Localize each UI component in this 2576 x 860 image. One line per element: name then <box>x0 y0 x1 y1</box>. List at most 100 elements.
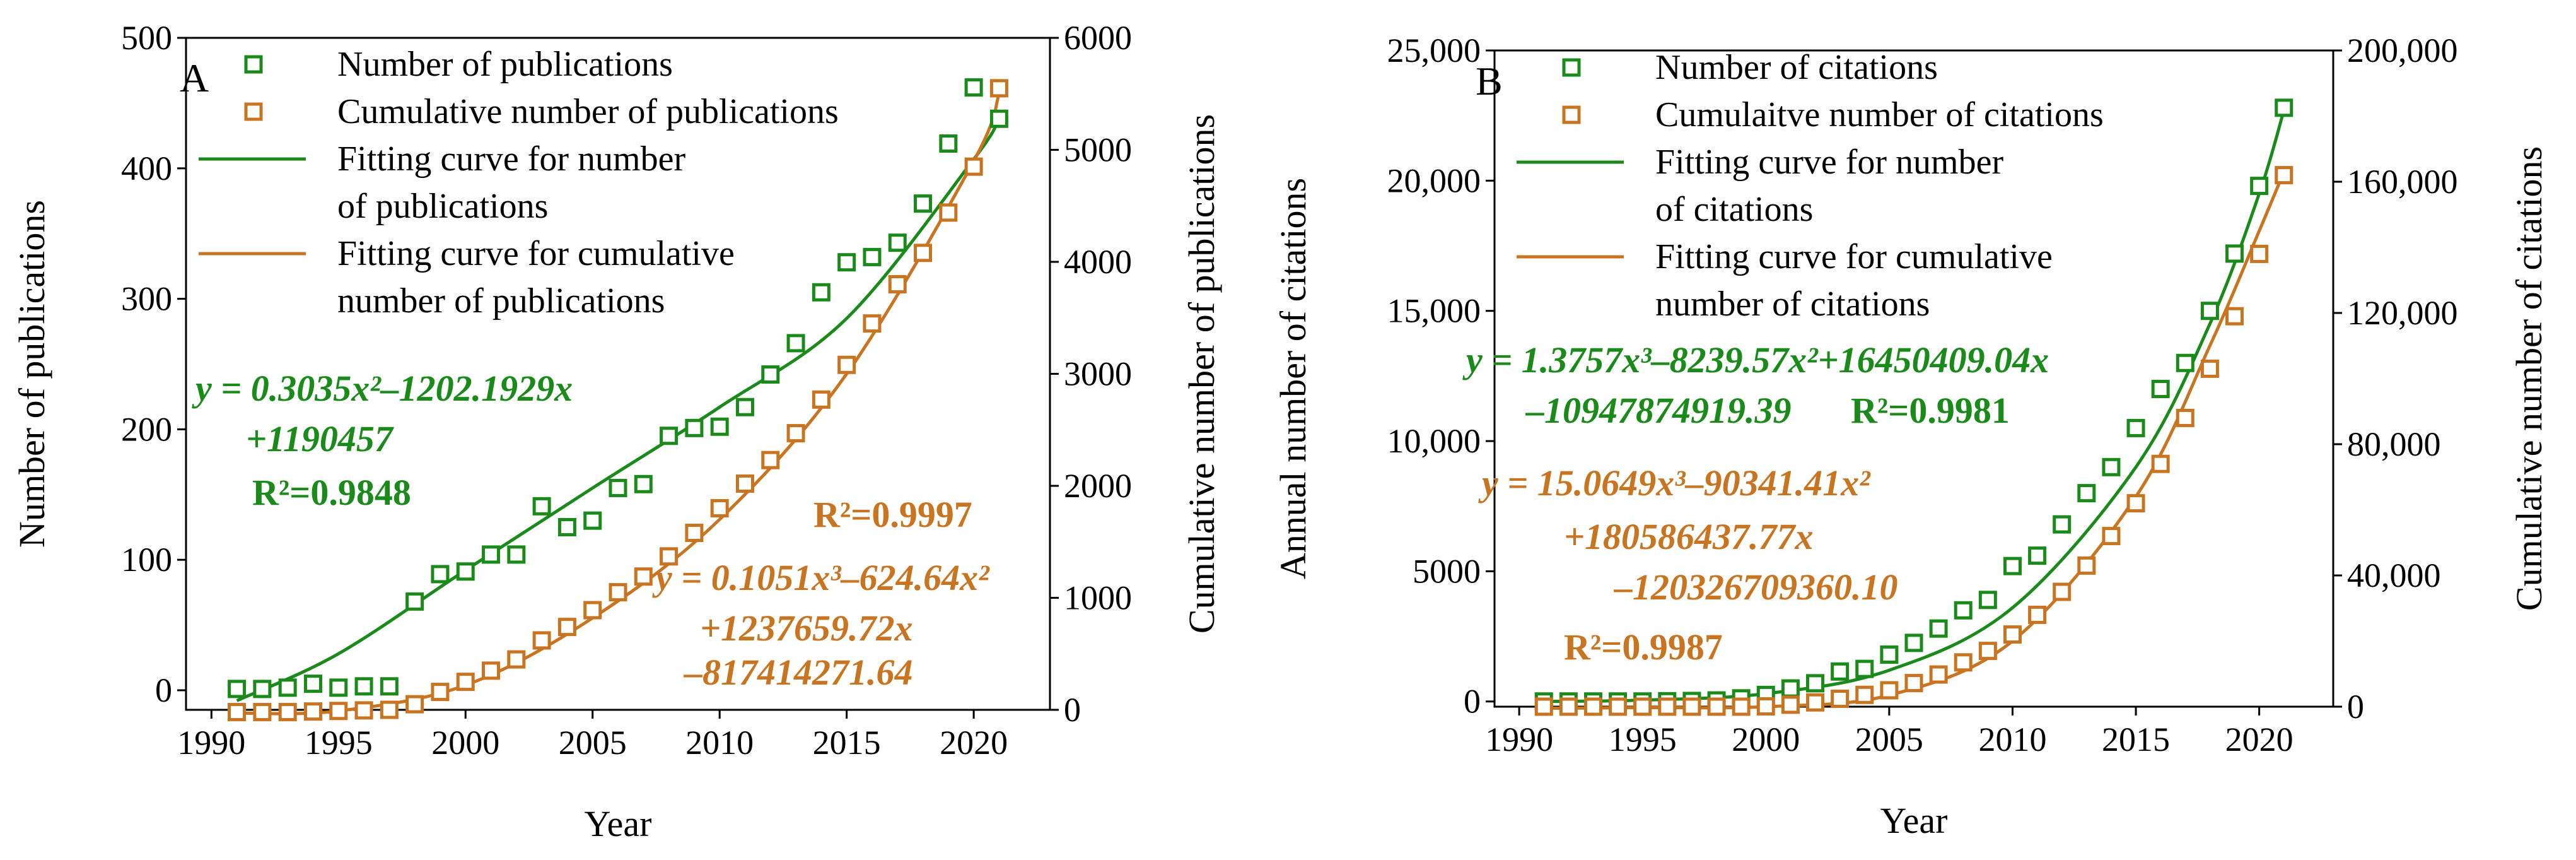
series-0-point <box>557 517 576 536</box>
series-0-point <box>507 545 526 564</box>
series-0-point <box>583 511 602 530</box>
series-0-point <box>2176 353 2194 372</box>
y-left-tick-label: 0 <box>155 671 172 709</box>
series-1-point <box>2077 556 2096 575</box>
series-1-point <box>456 673 475 692</box>
series-0-point <box>1929 619 1948 638</box>
series-0-point <box>532 497 551 515</box>
series-1-point <box>1756 697 1775 716</box>
series-1-point <box>2151 454 2170 473</box>
legend-marker-0 <box>244 55 263 74</box>
series-0-point <box>660 427 679 445</box>
x-tick-label: 1995 <box>305 724 373 762</box>
series-1-point <box>1633 697 1652 716</box>
legend-label: Fitting curve for cumulative <box>337 234 735 273</box>
y-right-tick-label: 120,000 <box>2347 294 2458 332</box>
series-1-point <box>863 314 882 333</box>
series-1-point <box>634 567 653 586</box>
series-1-point <box>1534 697 1553 716</box>
legend-marker-1 <box>1562 105 1581 124</box>
x-tick-label: 2020 <box>940 724 1008 762</box>
series-0-point <box>2250 177 2269 196</box>
series-0-point <box>354 677 373 696</box>
plot-frame <box>1493 49 2334 708</box>
series-0-point <box>2225 244 2244 263</box>
series-1-point <box>583 601 602 620</box>
series-0-point <box>634 474 653 493</box>
panel-a: 1990 1995 2000 2005 2010 2015 2020 0 100 200 300 40… <box>11 19 1222 844</box>
series-0-point <box>685 418 704 437</box>
series-1-point <box>2250 244 2269 263</box>
panel-b: 1990 1995 2000 2005 2010 2015 2020 0 5000 10,000 1… <box>1273 32 2550 841</box>
series-0-point <box>253 680 272 698</box>
legend-label: Fitting curve for cumulative <box>1655 237 2053 276</box>
y-left-tick-label: 0 <box>1464 683 1481 721</box>
y-left-tick-label: 10,000 <box>1387 422 1481 460</box>
series-0-point <box>1781 679 1800 698</box>
series-1-point <box>1806 693 1825 712</box>
equation-annotation: R²=0.9987 <box>1564 627 1723 668</box>
series-1-point <box>482 661 501 680</box>
series-1-point <box>812 390 830 409</box>
y-left-tick-label: 500 <box>121 19 172 57</box>
series-0-point <box>2151 380 2170 399</box>
legend-label: of citations <box>1655 190 1813 229</box>
legend-label: of publications <box>337 187 548 226</box>
series-1-point <box>735 474 754 493</box>
series-0-point <box>1831 662 1850 681</box>
series-1-point <box>761 451 780 469</box>
equation-annotation: R²=0.9997 <box>813 494 972 535</box>
fit-curve-0 <box>236 117 1001 702</box>
series-0-point <box>863 247 882 266</box>
series-0-point <box>812 283 830 302</box>
legend-label: Fitting curve for number <box>1655 143 2003 182</box>
series-1-point <box>1732 697 1751 716</box>
series-0-point <box>1880 645 1899 664</box>
series-0-point <box>888 233 907 252</box>
series-0-point <box>2102 457 2121 476</box>
x-tick-label: 2015 <box>2102 721 2170 758</box>
x-tick-label: 2010 <box>685 724 754 762</box>
series-1-point <box>989 79 1008 98</box>
y-right-tick-label: 0 <box>2347 688 2364 726</box>
x-tick-label: 1990 <box>1485 721 1553 758</box>
x-axis-title: Year <box>1880 800 1948 841</box>
x-tick-label: 2005 <box>1855 721 1923 758</box>
series-1-point <box>2200 359 2219 378</box>
series-0-point <box>2126 418 2145 437</box>
y-right-axis-title: Cumulative number of citations <box>2509 146 2550 611</box>
series-1-point <box>1978 642 1997 661</box>
series-1-point <box>354 701 373 720</box>
series-1-point <box>1609 697 1628 716</box>
series-1-point <box>380 700 399 719</box>
series-1-point <box>2225 307 2244 326</box>
series-0-point <box>380 677 399 696</box>
series-0-point <box>1954 601 1973 620</box>
series-1-point <box>1855 685 1874 704</box>
series-1-point <box>1658 697 1677 716</box>
y-right-tick-label: 5000 <box>1064 131 1132 169</box>
legend-label: number of citations <box>1655 285 1930 324</box>
series-0-point <box>609 478 627 497</box>
y-left-tick-label: 25,000 <box>1387 32 1481 69</box>
equation-annotation: –10947874919.39 <box>1525 390 1792 431</box>
series-0-point <box>761 365 780 384</box>
series-1-point <box>507 650 526 669</box>
y-right-tick-label: 200,000 <box>2347 32 2458 69</box>
series-0-point <box>914 194 933 213</box>
equation-annotation: R²=0.9848 <box>252 472 411 513</box>
equation-annotation: y = 0.3035x²–1202.1929x <box>192 368 573 409</box>
y-right-tick-label: 4000 <box>1064 243 1132 281</box>
series-1-point <box>786 424 805 443</box>
series-0-point <box>2200 302 2219 321</box>
series-1-point <box>329 702 348 721</box>
legend-marker-0 <box>1562 58 1581 77</box>
series-1-point <box>1559 697 1578 716</box>
series-1-point <box>2053 582 2072 601</box>
legend-label: Fitting curve for number <box>337 139 685 179</box>
equation-annotation: –120326709360.10 <box>1614 567 1898 608</box>
series-1-point <box>405 695 424 714</box>
series-0-point <box>1806 674 1825 693</box>
y-right-tick-label: 160,000 <box>2347 163 2458 201</box>
series-0-point <box>2077 484 2096 503</box>
